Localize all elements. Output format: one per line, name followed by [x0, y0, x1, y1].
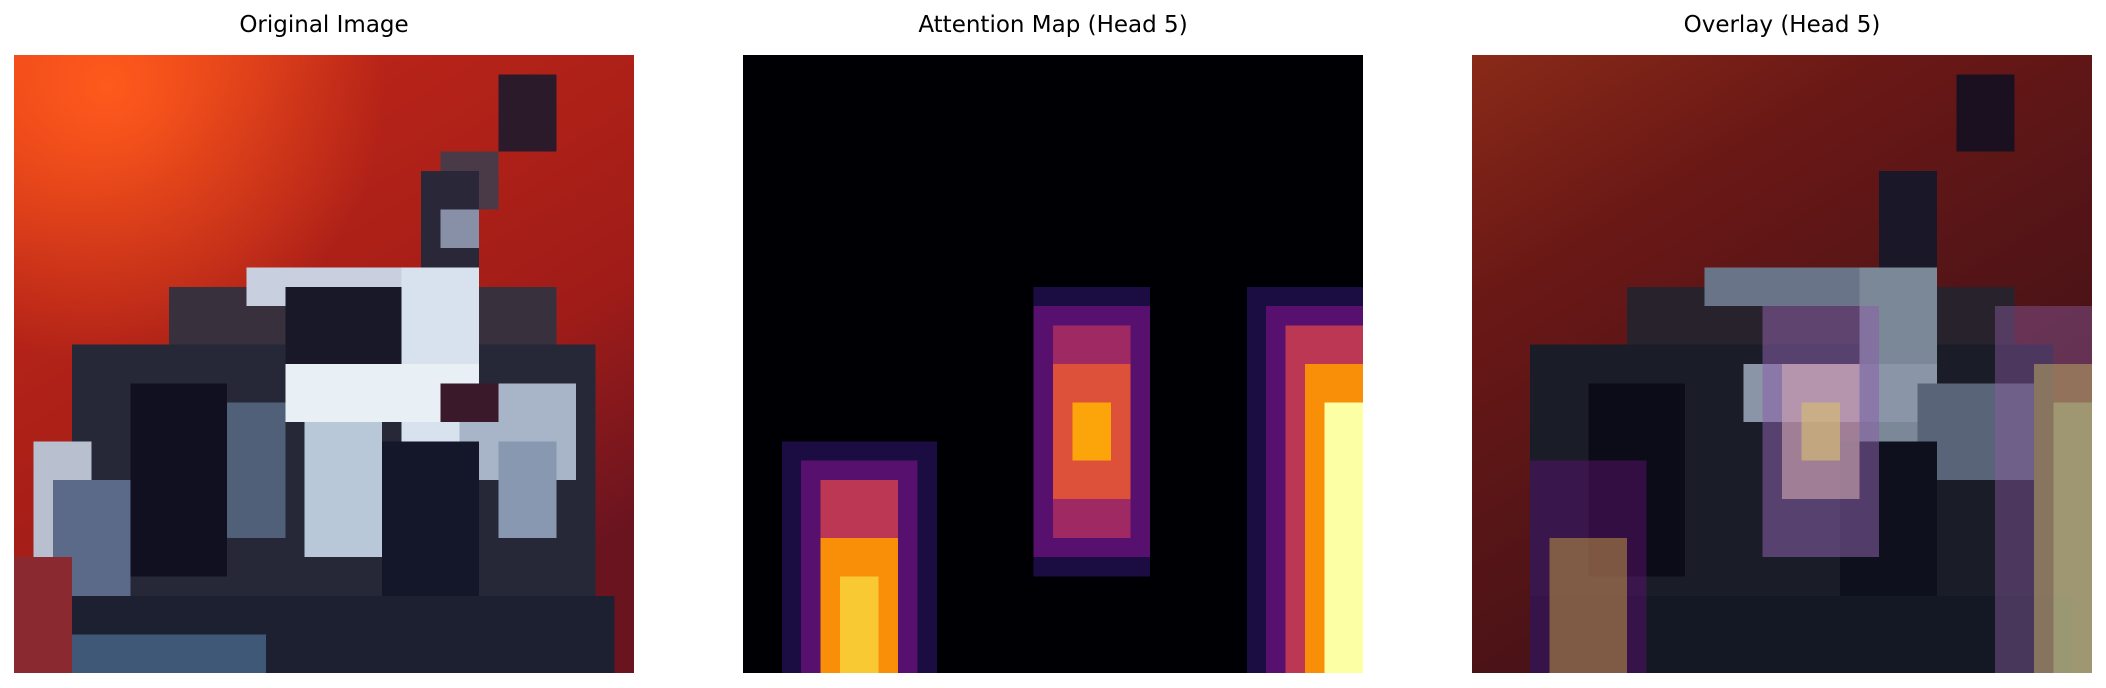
overlay-title: Overlay (Head 5) — [1683, 12, 1881, 38]
overlay-panel — [1472, 55, 2092, 673]
attention-map-title: Attention Map (Head 5) — [918, 12, 1188, 38]
attention-map — [743, 55, 1363, 673]
overlay-image — [1472, 55, 2092, 673]
original-image — [14, 55, 634, 673]
attention-map-panel — [743, 55, 1363, 673]
original-image-panel — [14, 55, 634, 673]
original-image-title: Original Image — [239, 12, 409, 38]
